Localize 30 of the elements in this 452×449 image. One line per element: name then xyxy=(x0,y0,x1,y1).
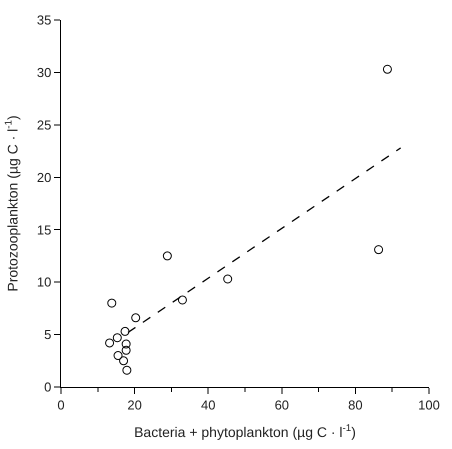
point xyxy=(374,245,384,254)
x-tick-label: 0 xyxy=(57,398,65,413)
x-tick-label: 40 xyxy=(200,398,216,413)
point xyxy=(107,298,116,308)
point xyxy=(122,366,132,375)
point xyxy=(223,274,232,284)
point xyxy=(122,340,131,349)
x-tick-label: 20 xyxy=(127,398,142,413)
point xyxy=(178,295,187,304)
y-tick-label: 30 xyxy=(36,64,52,80)
point xyxy=(120,326,130,336)
point xyxy=(112,333,122,342)
x-axis-title: Bacteria + phytoplankton (µg C · l$^{-1}$) xyxy=(134,423,356,440)
y-tick-label: 0 xyxy=(44,380,52,395)
point xyxy=(162,251,172,260)
point xyxy=(119,356,128,366)
point xyxy=(105,338,114,348)
point xyxy=(122,346,131,355)
x-tick-label: 80 xyxy=(348,398,363,413)
y-tick-label: 20 xyxy=(36,170,52,185)
y-tick-label: 10 xyxy=(36,274,52,290)
x-tick-label: 60 xyxy=(274,398,290,413)
point xyxy=(114,351,123,360)
point xyxy=(382,64,392,74)
y-tick-label: 25 xyxy=(36,117,52,132)
y-tick-label: 35 xyxy=(36,12,52,28)
x-tick-label: 100 xyxy=(418,398,440,413)
y-tick-label: 15 xyxy=(36,222,52,238)
y-tick-label: 5 xyxy=(44,327,52,342)
point xyxy=(131,313,140,322)
